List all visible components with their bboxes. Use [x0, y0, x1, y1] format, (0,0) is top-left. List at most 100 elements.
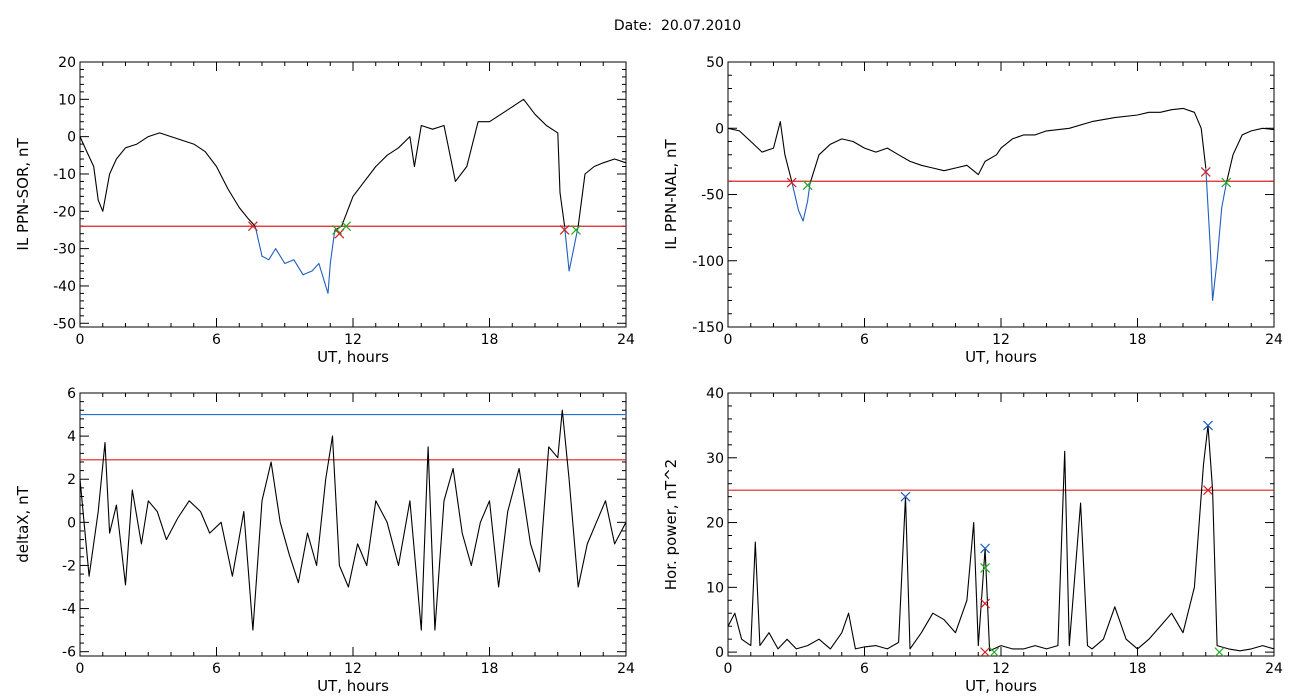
series-line-2	[334, 98, 566, 231]
x-axis-label: UT, hours	[965, 348, 1037, 366]
y-tick-label: 0	[67, 515, 76, 531]
event-marker	[1203, 485, 1213, 496]
event-marker-stroke	[980, 562, 990, 573]
event-marker	[980, 647, 990, 658]
series-line-4	[577, 158, 627, 227]
event-marker-stroke	[989, 647, 1000, 658]
event-marker	[1221, 177, 1232, 188]
plot-frame	[727, 61, 1275, 328]
y-tick-label: -20	[53, 204, 76, 220]
y-axis-label: deltaX, nT	[14, 485, 32, 562]
x-axis-label: UT, hours	[317, 677, 389, 695]
series-line-2	[809, 107, 1207, 185]
event-marker	[980, 562, 990, 573]
x-tick-label: 18	[1129, 332, 1147, 348]
event-marker-stroke	[247, 221, 258, 232]
event-marker-stroke	[980, 647, 990, 658]
x-tick-label: 6	[860, 661, 869, 677]
event-marker	[247, 221, 258, 232]
y-tick-label: 50	[706, 55, 724, 71]
event-marker	[802, 180, 813, 191]
x-tick-label: 0	[724, 332, 733, 348]
x-tick-label: 0	[724, 661, 733, 677]
date-label: Date:	[613, 18, 653, 34]
event-marker-stroke	[332, 225, 342, 235]
y-tick-label: 10	[58, 92, 76, 108]
figure-title: Date: 20.07.2010	[0, 18, 1300, 34]
event-marker-stroke	[786, 177, 797, 188]
y-tick-label: 0	[67, 130, 76, 146]
y-tick-label: 20	[58, 55, 76, 71]
chart-nal: 0 6 12 18 24 -150 -100 -50 0 50 UT, hours IL PPN-NA…	[662, 55, 1283, 366]
y-tick-label: 10	[706, 580, 724, 596]
x-tick-label: 6	[212, 332, 221, 348]
y-tick-label: -150	[692, 320, 724, 336]
event-marker	[1203, 420, 1213, 431]
event-marker-stroke	[1203, 420, 1213, 431]
y-tick-label: -6	[62, 645, 76, 661]
series-line-0	[79, 132, 256, 227]
y-tick-label: -2	[62, 558, 76, 574]
x-tick-label: 6	[860, 332, 869, 348]
event-marker-stroke	[980, 543, 990, 554]
event-marker	[980, 598, 990, 609]
series-line-0	[79, 409, 627, 631]
plot-frame	[727, 392, 1275, 657]
y-tick-label: -50	[53, 316, 76, 332]
event-marker	[559, 225, 570, 235]
y-tick-label: 4	[67, 429, 76, 445]
x-tick-label: 12	[992, 661, 1010, 677]
x-tick-label: 6	[212, 661, 221, 677]
y-tick-label: -40	[53, 279, 76, 295]
y-tick-label: 40	[706, 386, 724, 402]
event-marker-stroke	[1214, 647, 1225, 658]
event-marker	[571, 225, 581, 235]
event-marker	[900, 491, 911, 502]
event-marker	[786, 177, 797, 188]
event-marker	[980, 543, 990, 554]
event-marker-stroke	[571, 225, 581, 235]
x-axis-label: UT, hours	[965, 677, 1037, 695]
x-tick-label: 18	[481, 332, 499, 348]
y-tick-label: -50	[701, 188, 724, 204]
event-marker-stroke	[980, 598, 990, 609]
series-line-0	[727, 121, 793, 182]
y-axis-label: Hor. power, nT^2	[662, 459, 680, 590]
x-tick-label: 0	[76, 661, 85, 677]
event-marker	[989, 647, 1000, 658]
event-marker	[1200, 167, 1211, 177]
y-tick-label: 30	[706, 451, 724, 467]
y-tick-label: 0	[715, 645, 724, 661]
event-marker-stroke	[802, 180, 813, 191]
series-line-0	[727, 424, 1275, 652]
x-tick-label: 24	[1265, 661, 1283, 677]
series-line-1	[791, 181, 811, 222]
x-tick-label: 0	[76, 332, 85, 348]
x-tick-label: 24	[1265, 332, 1283, 348]
y-tick-label: -4	[62, 602, 76, 618]
x-tick-label: 18	[481, 661, 499, 677]
event-marker-stroke	[900, 491, 911, 502]
event-marker-stroke	[341, 221, 352, 232]
series-line-4	[1225, 127, 1275, 185]
event-marker-stroke	[559, 225, 570, 235]
event-marker	[341, 221, 352, 232]
y-axis-label: IL PPN-SOR, nT	[14, 138, 32, 251]
y-tick-label: -30	[53, 242, 76, 258]
chart-power: 0 6 12 18 24 0 10 20 30 40 UT, hours Hor. power, nT…	[662, 386, 1283, 695]
y-tick-label: 6	[67, 386, 76, 402]
x-tick-label: 12	[344, 332, 362, 348]
x-tick-label: 24	[617, 661, 635, 677]
x-axis-label: UT, hours	[317, 348, 389, 366]
date-value: 20.07.2010	[660, 18, 742, 34]
event-marker-stroke	[1200, 167, 1211, 177]
x-tick-label: 24	[617, 332, 635, 348]
event-marker-stroke	[1221, 177, 1232, 188]
y-tick-label: -10	[53, 167, 76, 183]
y-tick-label: 0	[715, 121, 724, 137]
series-line-3	[564, 226, 579, 272]
y-tick-label: 2	[67, 472, 76, 488]
x-tick-label: 18	[1129, 661, 1147, 677]
